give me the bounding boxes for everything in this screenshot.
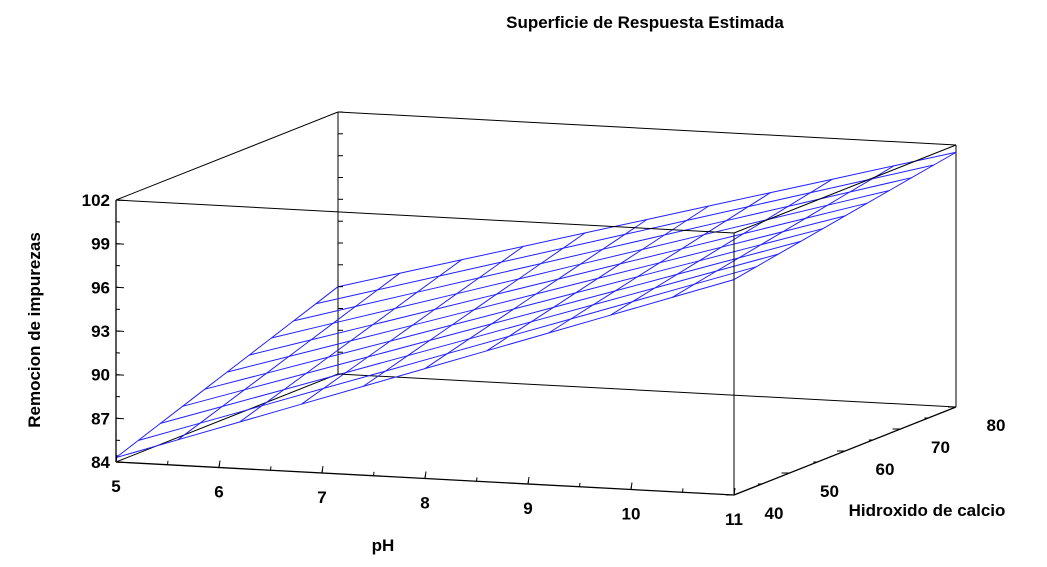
x-minor-tick <box>683 488 684 492</box>
box-edge <box>116 200 734 233</box>
x-minor-tick <box>528 480 529 484</box>
x-axis-label: pH <box>372 536 395 555</box>
x-minor-tick <box>271 466 272 470</box>
box-edge <box>116 112 338 200</box>
box-edge <box>338 374 956 407</box>
z-tick-label: 90 <box>91 366 110 385</box>
x-tick-label: 10 <box>622 505 641 524</box>
x-minor-tick <box>168 461 169 465</box>
z-tick-label: 84 <box>91 453 110 472</box>
z-axis-label: Remocion de impurezas <box>25 232 44 428</box>
z-tick-label: 99 <box>91 235 110 254</box>
x-tick-label: 9 <box>523 499 532 518</box>
x-tick-label: 7 <box>317 488 326 507</box>
surface-line <box>734 152 956 279</box>
x-minor-tick <box>734 491 735 495</box>
surface-line <box>178 273 400 440</box>
x-tick-label: 6 <box>214 483 223 502</box>
x-minor-tick <box>425 475 426 479</box>
x-minor-tick <box>580 483 581 487</box>
y-tick-label: 80 <box>987 416 1006 435</box>
surface-line <box>610 179 832 315</box>
surface-line <box>116 287 338 458</box>
x-minor-tick <box>322 469 323 473</box>
y-axis-label: Hidroxido de calcio <box>849 501 1006 520</box>
box-edge <box>734 145 956 233</box>
surface-line <box>425 220 647 369</box>
y-tick-label: 60 <box>876 460 895 479</box>
surface-line <box>363 233 585 387</box>
box-edge <box>338 112 956 145</box>
x-minor-tick <box>374 472 375 476</box>
z-tick-label: 96 <box>91 278 110 297</box>
x-minor-tick <box>477 477 478 481</box>
response-surface <box>116 152 956 457</box>
z-tick-label: 102 <box>82 191 110 210</box>
z-tick-label: 93 <box>91 322 110 341</box>
x-minor-tick <box>116 458 117 462</box>
y-tick-label: 70 <box>931 438 950 457</box>
chart-title: Superficie de Respuesta Estimada <box>506 13 784 32</box>
x-tick-label: 8 <box>420 494 429 513</box>
y-tick-label: 50 <box>820 482 839 501</box>
x-minor-tick <box>219 464 220 468</box>
y-tick-label: 40 <box>765 504 784 523</box>
box-edge <box>116 374 338 462</box>
x-minor-tick <box>631 486 632 490</box>
x-tick-label: 5 <box>111 477 120 496</box>
x-tick-label: 11 <box>725 510 743 529</box>
z-tick-label: 87 <box>91 409 110 428</box>
box-back-edges <box>116 112 956 462</box>
